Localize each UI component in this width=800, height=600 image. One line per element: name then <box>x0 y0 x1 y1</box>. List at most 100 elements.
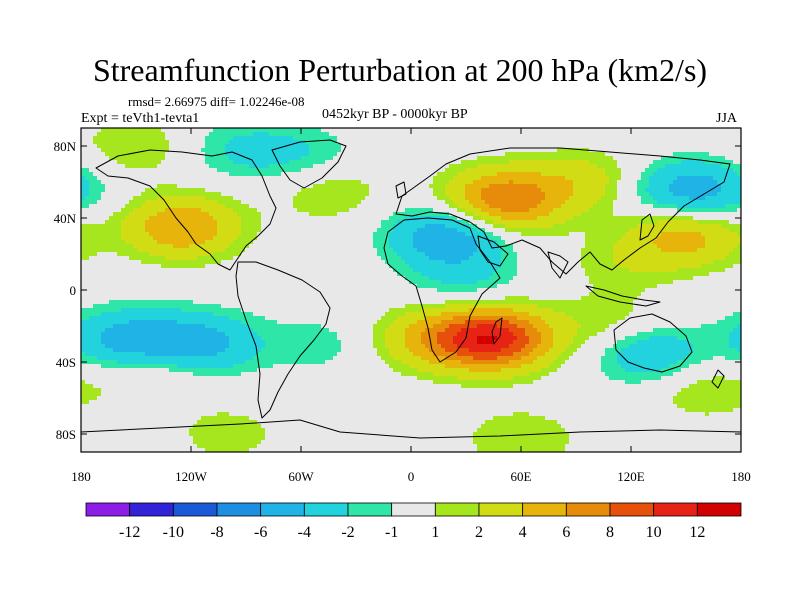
field-cell <box>625 336 650 341</box>
field-cell <box>93 304 222 309</box>
field-cell <box>157 164 210 169</box>
field-cell <box>429 256 470 261</box>
field-cell <box>569 436 741 441</box>
field-cell <box>665 164 722 169</box>
field-cell <box>517 336 530 341</box>
field-cell <box>253 132 270 137</box>
field-cell <box>257 232 374 237</box>
field-cell <box>625 368 662 373</box>
field-cell <box>473 212 490 217</box>
field-cell <box>493 224 506 229</box>
field-cell <box>625 316 726 321</box>
field-cell <box>229 412 514 417</box>
field-cell <box>513 308 554 313</box>
field-cell <box>373 324 390 329</box>
field-cell <box>153 236 214 241</box>
field-cell <box>565 312 630 317</box>
field-cell <box>609 324 702 329</box>
field-cell <box>105 152 166 157</box>
field-cell <box>573 188 606 193</box>
field-cell <box>217 328 254 333</box>
field-cell <box>469 224 478 229</box>
field-cell <box>145 224 218 229</box>
field-cell <box>653 160 682 165</box>
colorbar: -12 -10 -8 -6 -4 -2 -1 1 2 4 6 8 10 12 <box>85 502 742 541</box>
field-cell <box>393 268 414 273</box>
field-cell <box>713 356 726 361</box>
field-cell <box>81 316 90 321</box>
field-cell <box>217 412 230 417</box>
field-cell <box>553 308 634 313</box>
field-cell <box>565 348 578 353</box>
field-cell <box>509 280 590 285</box>
field-cell <box>457 352 514 357</box>
field-cell <box>109 216 126 221</box>
field-cell <box>569 432 741 437</box>
field-cell <box>121 308 182 313</box>
field-cell <box>121 236 154 241</box>
field-cell <box>81 272 398 277</box>
field-cell <box>477 244 498 249</box>
field-cell <box>449 164 478 169</box>
field-cell <box>81 264 162 269</box>
field-cell <box>261 348 342 353</box>
field-cell <box>81 196 86 201</box>
field-cell <box>457 332 514 337</box>
field-cell <box>401 372 434 377</box>
field-cell <box>205 144 226 149</box>
field-cell <box>477 288 594 293</box>
field-cell <box>601 368 626 373</box>
field-cell <box>393 320 418 325</box>
field-cell <box>217 352 258 357</box>
field-cell <box>529 372 550 377</box>
field-cell <box>189 244 230 249</box>
field-cell <box>89 256 130 261</box>
field-cell <box>81 212 114 217</box>
field-cell <box>97 132 166 137</box>
field-cell <box>713 176 741 181</box>
field-cell <box>309 212 338 217</box>
field-cell <box>637 188 646 193</box>
field-cell <box>689 384 741 389</box>
field-cell <box>373 232 390 237</box>
field-cell <box>637 184 650 189</box>
field-cell <box>737 324 741 329</box>
coastline-south-america <box>235 261 331 419</box>
field-cell <box>453 340 478 345</box>
field-cell <box>485 232 494 237</box>
field-cell <box>145 200 218 205</box>
field-cell <box>81 232 122 237</box>
field-cell <box>673 396 741 401</box>
field-cell <box>585 240 618 245</box>
field-cell <box>449 180 474 185</box>
field-cell <box>465 168 606 173</box>
field-cell <box>433 380 534 385</box>
field-cell <box>729 332 741 337</box>
field-cell <box>529 296 582 301</box>
field-cell <box>389 236 414 241</box>
field-cell <box>493 340 514 345</box>
field-cell <box>573 336 590 341</box>
field-cell <box>541 332 554 337</box>
field-cell <box>225 144 310 149</box>
field-cell <box>673 152 710 157</box>
field-cell <box>249 448 478 452</box>
field-cell <box>361 180 434 185</box>
field-cell <box>385 336 406 341</box>
field-cell <box>257 352 338 357</box>
field-cell <box>517 260 582 265</box>
field-cell <box>289 160 326 165</box>
field-cell <box>225 152 310 157</box>
field-cell <box>81 356 98 361</box>
field-cell <box>537 204 562 209</box>
y-tick-label: 0 <box>70 283 77 298</box>
field-cell <box>497 268 518 273</box>
field-cell <box>725 156 741 161</box>
field-cell <box>445 192 466 197</box>
field-cell <box>469 220 486 225</box>
field-cell <box>253 240 374 245</box>
field-cell <box>613 204 654 209</box>
field-cell <box>81 352 86 357</box>
field-cell <box>477 324 498 329</box>
field-cell <box>81 276 406 281</box>
